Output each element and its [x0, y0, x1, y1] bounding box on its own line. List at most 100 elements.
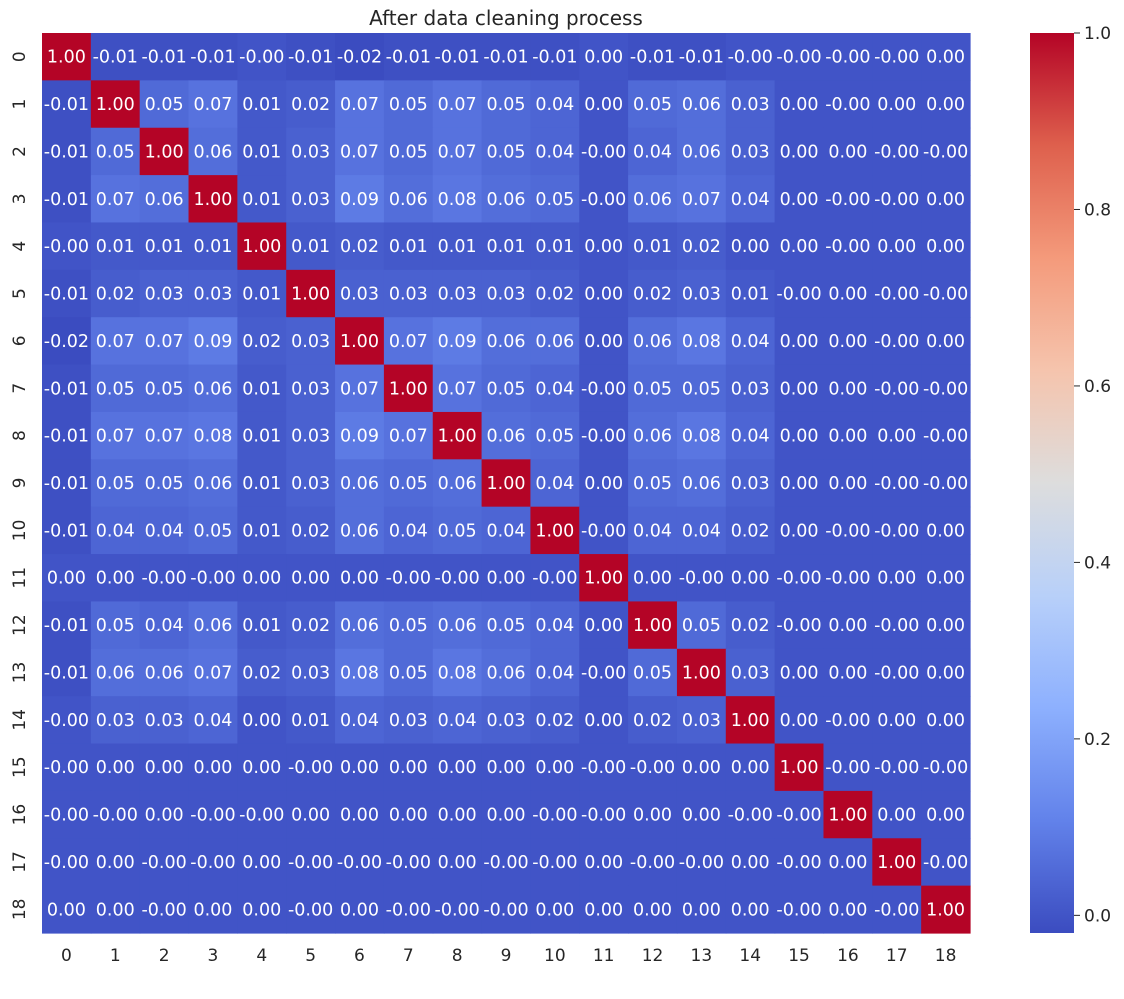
- heatmap-cell: [42, 175, 92, 224]
- heatmap-cell: [237, 269, 287, 318]
- cell-value-label: 1.00: [926, 900, 965, 920]
- heatmap-cell: [237, 317, 287, 366]
- heatmap-cell: [139, 364, 190, 413]
- heatmap-cell: [188, 317, 238, 366]
- cell-value-label: 0.04: [535, 379, 574, 399]
- heatmap-cell: [676, 838, 727, 887]
- cell-value-label: -0.01: [386, 48, 431, 68]
- heatmap-cell: [237, 459, 287, 508]
- cell-value-label: 1.00: [340, 332, 379, 352]
- heatmap-cell: [42, 222, 92, 271]
- heatmap-cell: [725, 269, 776, 318]
- heatmap-cell: [335, 696, 385, 745]
- cell-value-label: 0.03: [291, 663, 330, 683]
- heatmap-cell: [481, 127, 532, 176]
- cell-value-label: 0.05: [487, 379, 526, 399]
- y-tick-label: 7: [10, 383, 30, 394]
- x-tick-label: 3: [208, 946, 219, 966]
- cell-value-label: 0.05: [633, 379, 672, 399]
- cell-value-label: 0.04: [535, 663, 574, 683]
- heatmap-cell: [383, 459, 434, 508]
- heatmap-cell: [481, 601, 532, 650]
- heatmap-cell: [432, 648, 483, 697]
- cell-value-label: -0.00: [923, 474, 968, 494]
- cell-value-label: 0.03: [682, 285, 721, 305]
- heatmap-cell: [676, 648, 727, 697]
- heatmap-cell: [139, 317, 190, 366]
- cell-value-label: 0.04: [535, 95, 574, 115]
- cell-value-label: 0.03: [291, 142, 330, 162]
- cell-value-label: 0.00: [291, 569, 330, 589]
- heatmap-cell: [188, 696, 238, 745]
- heatmap-cell: [335, 127, 385, 176]
- cell-value-label: -0.00: [923, 427, 968, 447]
- cell-value-label: 0.00: [828, 379, 867, 399]
- cell-value-label: -0.01: [190, 48, 235, 68]
- cell-value-label: 0.04: [633, 521, 672, 541]
- heatmap-cell: [481, 696, 532, 745]
- cell-value-label: -0.00: [874, 616, 919, 636]
- cell-value-label: 0.06: [340, 616, 379, 636]
- cell-value-label: 0.01: [242, 285, 281, 305]
- heatmap-cell: [188, 554, 238, 603]
- cell-value-label: 0.01: [242, 474, 281, 494]
- heatmap-cell: [725, 459, 776, 508]
- heatmap-cell: [90, 790, 141, 839]
- heatmap-cell: [530, 601, 580, 650]
- cell-value-label: -0.00: [190, 806, 235, 826]
- cell-value-label: -0.00: [874, 285, 919, 305]
- heatmap-cell: [286, 175, 336, 224]
- cell-value-label: 0.06: [145, 190, 184, 210]
- cell-value-label: 0.00: [584, 285, 623, 305]
- cell-value-label: 0.00: [780, 142, 819, 162]
- cell-value-label: 0.00: [242, 569, 281, 589]
- cell-value-label: 0.01: [193, 237, 232, 257]
- cell-value-label: 0.06: [487, 190, 526, 210]
- cell-value-label: -0.01: [44, 95, 89, 115]
- heatmap-cell: [628, 317, 678, 366]
- cell-value-label: 0.00: [828, 474, 867, 494]
- cell-value-label: 0.00: [487, 758, 526, 778]
- cell-value-label: -0.00: [141, 900, 186, 920]
- heatmap-cell: [90, 506, 141, 555]
- cell-value-label: -0.00: [825, 521, 870, 541]
- heatmap-cell: [774, 459, 825, 508]
- heatmap-cell: [237, 127, 287, 176]
- cell-value-label: 0.06: [340, 474, 379, 494]
- cell-value-label: 0.00: [291, 806, 330, 826]
- heatmap-cell: [42, 790, 92, 839]
- cell-value-label: -0.00: [776, 806, 821, 826]
- cell-value-label: 0.05: [96, 142, 135, 162]
- cell-value-label: 0.06: [487, 663, 526, 683]
- heatmap-cell: [774, 790, 825, 839]
- cell-value-label: -0.00: [239, 806, 284, 826]
- cell-value-label: -0.00: [386, 900, 431, 920]
- heatmap-cell: [42, 317, 92, 366]
- cell-value-label: -0.01: [44, 663, 89, 683]
- heatmap-cell: [823, 838, 873, 887]
- cell-value-label: 0.06: [193, 142, 232, 162]
- heatmap-cell: [286, 411, 336, 460]
- cell-value-label: 0.01: [242, 142, 281, 162]
- heatmap-cell: [676, 506, 727, 555]
- heatmap-cell: [481, 459, 532, 508]
- heatmap-cell: [676, 364, 727, 413]
- heatmap-cell: [335, 838, 385, 887]
- cell-value-label: 0.00: [731, 569, 770, 589]
- x-tick-label: 0: [61, 946, 72, 966]
- heatmap-cell: [42, 364, 92, 413]
- cell-value-label: 0.03: [193, 285, 232, 305]
- cell-value-label: 0.00: [828, 853, 867, 873]
- heatmap-cell: [628, 885, 678, 934]
- heatmap-cell: [628, 269, 678, 318]
- heatmap-cell: [579, 222, 629, 271]
- heatmap-cell: [432, 554, 483, 603]
- cell-value-label: 0.05: [633, 95, 672, 115]
- cell-value-label: 0.04: [731, 190, 770, 210]
- cell-value-label: -0.01: [44, 521, 89, 541]
- cell-value-label: 0.01: [242, 190, 281, 210]
- cell-value-label: 0.00: [780, 190, 819, 210]
- cell-value-label: 1.00: [633, 616, 672, 636]
- cell-value-label: 0.01: [291, 711, 330, 731]
- heatmap-cell: [774, 648, 825, 697]
